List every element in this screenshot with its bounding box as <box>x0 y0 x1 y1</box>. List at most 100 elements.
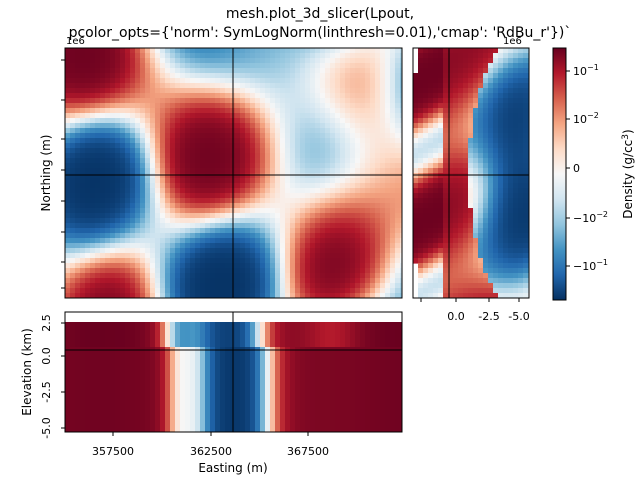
plan-heat-cell <box>280 198 286 204</box>
plan-heat-cell <box>150 193 156 199</box>
plan-heat-cell <box>175 53 181 59</box>
plan-heat-cell <box>305 138 311 144</box>
plan-heat-cell <box>95 218 101 224</box>
plan-heat-cell <box>355 173 361 179</box>
plan-heat-cell <box>310 53 316 59</box>
plan-heat-cell <box>360 138 366 144</box>
plan-heat-cell <box>85 83 91 89</box>
plan-heat-cell <box>205 83 211 89</box>
side-heat-cell <box>508 158 514 164</box>
plan-heat-cell <box>390 213 396 219</box>
plan-heat-cell <box>305 183 311 189</box>
side-heat-cell <box>443 153 449 159</box>
plan-heat-cell <box>125 53 131 59</box>
side-heat-cell <box>508 58 514 64</box>
plan-heat-cell <box>345 268 351 274</box>
plan-heat-cell <box>250 258 256 264</box>
plan-heat-cell <box>65 238 71 244</box>
plan-heat-cell <box>150 263 156 269</box>
plan-heat-cell <box>175 163 181 169</box>
side-heat-cell <box>443 148 449 154</box>
plan-heat-cell <box>190 53 196 59</box>
plan-heat-cell <box>80 203 86 209</box>
plan-heat-cell <box>185 258 191 264</box>
xsec-heat-cell <box>325 327 331 333</box>
side-heat-cell <box>498 73 504 79</box>
plan-heat-cell <box>210 148 216 154</box>
plan-heat-cell <box>195 63 201 69</box>
plan-heat-cell <box>85 143 91 149</box>
plan-heat-cell <box>170 108 176 114</box>
plan-heat-cell <box>355 158 361 164</box>
plan-heat-cell <box>305 173 311 179</box>
plan-heat-cell <box>215 258 221 264</box>
side-heat-cell <box>463 163 469 169</box>
side-heat-cell <box>428 148 434 154</box>
plan-heat-cell <box>225 258 231 264</box>
side-heat-cell <box>438 48 444 54</box>
plan-heat-cell <box>180 183 186 189</box>
plan-heat-cell <box>175 208 181 214</box>
plan-heat-cell <box>110 128 116 134</box>
side-heat-cell <box>503 103 509 109</box>
plan-heat-cell <box>155 83 161 89</box>
plan-heat-cell <box>155 58 161 64</box>
plan-heat-cell <box>400 268 402 274</box>
plan-heat-cell <box>295 148 301 154</box>
plan-heat-cell <box>125 163 131 169</box>
plan-heat-cell <box>155 178 161 184</box>
side-heat-cell <box>493 68 499 74</box>
plan-heat-cell <box>145 143 151 149</box>
plan-heat-cell <box>380 108 386 114</box>
plan-heat-cell <box>355 193 361 199</box>
plan-heat-cell <box>385 278 391 284</box>
plan-heat-cell <box>400 293 402 298</box>
plan-heat-cell <box>295 173 301 179</box>
plan-heat-cell <box>105 83 111 89</box>
plan-heat-cell <box>95 53 101 59</box>
plan-heat-cell <box>150 273 156 279</box>
plan-heat-cell <box>145 233 151 239</box>
plan-heat-cell <box>205 243 211 249</box>
side-heat-cell <box>423 198 429 204</box>
plan-heat-cell <box>310 148 316 154</box>
plan-heat-cell <box>225 288 231 294</box>
plan-heat-cell <box>115 153 121 159</box>
plan-heat-cell <box>100 83 106 89</box>
plan-heat-cell <box>400 213 402 219</box>
plan-heat-cell <box>90 138 96 144</box>
xsec-heat-cell <box>235 337 241 343</box>
plan-heat-cell <box>125 78 131 84</box>
plan-heat-cell <box>310 63 316 69</box>
plan-heat-cell <box>220 48 226 54</box>
plan-heat-cell <box>70 68 76 74</box>
side-heat-cell <box>438 158 444 164</box>
plan-heat-cell <box>385 83 391 89</box>
plan-heat-cell <box>175 123 181 129</box>
plan-heat-cell <box>165 228 171 234</box>
plan-heat-cell <box>370 208 376 214</box>
plan-heat-cell <box>195 283 201 289</box>
xsec-heat-cell <box>340 327 346 333</box>
plan-heat-cell <box>385 78 391 84</box>
plan-heat-cell <box>265 93 271 99</box>
side-heat-cell <box>413 168 419 174</box>
side-heat-cell <box>513 193 519 199</box>
plan-heat-cell <box>200 258 206 264</box>
plan-heat-cell <box>305 98 311 104</box>
side-heat-cell <box>478 273 484 279</box>
side-heat-cell <box>453 53 459 59</box>
plan-heat-cell <box>185 93 191 99</box>
side-heat-cell <box>433 253 439 259</box>
plan-heat-cell <box>255 188 261 194</box>
xsec-heat-cell <box>275 342 281 348</box>
plan-heat-cell <box>170 183 176 189</box>
plan-heat-cell <box>195 128 201 134</box>
plan-heat-cell <box>220 253 226 259</box>
side-heat-cell <box>468 283 474 289</box>
plan-heat-cell <box>310 183 316 189</box>
plan-heat-cell <box>135 198 141 204</box>
plan-heat-cell <box>85 78 91 84</box>
plan-heat-cell <box>155 118 161 124</box>
side-heat-cell <box>448 173 454 179</box>
